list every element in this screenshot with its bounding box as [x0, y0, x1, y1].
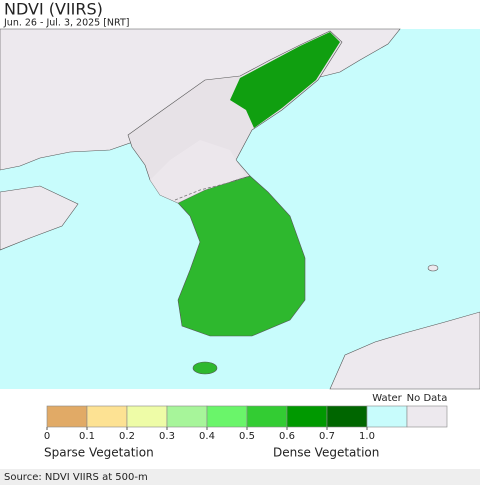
- footer-bar: [0, 469, 480, 485]
- jeju: [192, 361, 218, 375]
- sparse-area: [150, 140, 245, 203]
- legend-no-data-label: No Data: [407, 393, 448, 404]
- legend-swatch-no-data: [406, 405, 448, 428]
- legend-tick-label: 1.0: [359, 431, 375, 442]
- legend-tick-label: 0: [44, 431, 50, 442]
- legend-swatch-water: [366, 405, 408, 428]
- island: [427, 264, 439, 272]
- legend: Water No Data 0 0.1 0.2 0.3 0.4 0.5 0.6 0.7 1.0: [44, 393, 448, 442]
- legend-swatch: [166, 405, 208, 428]
- legend-tick-label: 0.2: [119, 431, 135, 442]
- legend-tick-label: 0.3: [159, 431, 175, 442]
- legend-swatch: [246, 405, 288, 428]
- legend-tick-label: 0.5: [239, 431, 255, 442]
- japan: [329, 311, 480, 390]
- legend-high-label: Dense Vegetation: [273, 446, 379, 460]
- legend-swatch: [46, 405, 88, 428]
- legend-water-label: Water: [372, 393, 402, 404]
- legend-swatch: [126, 405, 168, 428]
- border: [174, 175, 251, 201]
- legend-swatch: [326, 405, 368, 428]
- legend-swatch: [286, 405, 328, 428]
- subtitle: Jun. 26 - Jul. 3, 2025 [NRT]: [3, 18, 129, 29]
- legend-tick-label: 0.1: [79, 431, 95, 442]
- title: NDVI (VIIRS): [4, 0, 103, 19]
- map: [0, 28, 480, 390]
- legend-swatch: [206, 405, 248, 428]
- legend-low-label: Sparse Vegetation: [44, 446, 154, 460]
- legend-tick-label: 0.4: [199, 431, 215, 442]
- vegetation-ne: [230, 32, 340, 128]
- peninsula-west: [0, 185, 79, 251]
- legend-tick-label: 0.6: [279, 431, 295, 442]
- legend-swatch: [86, 405, 128, 428]
- source: Source: NDVI VIIRS at 500-m: [4, 472, 148, 483]
- legend-tick-label: 0.7: [319, 431, 335, 442]
